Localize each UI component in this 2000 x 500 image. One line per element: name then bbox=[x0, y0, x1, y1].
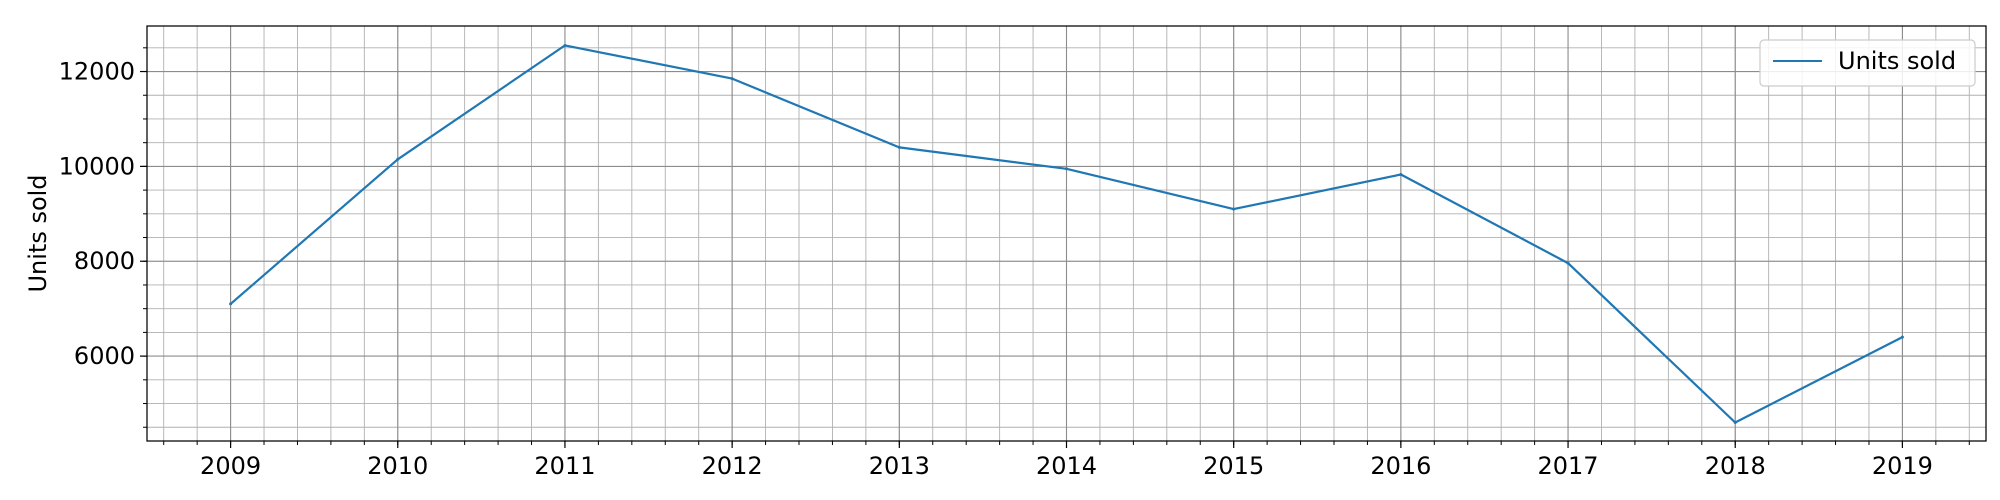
y-tick-label: 10000 bbox=[59, 152, 135, 180]
data-point bbox=[563, 43, 567, 47]
y-axis-title: Units sold bbox=[24, 174, 52, 292]
legend-label: Units sold bbox=[1838, 47, 1956, 75]
x-tick-label: 2013 bbox=[869, 452, 930, 480]
data-point bbox=[1566, 261, 1570, 265]
x-tick-label: 2018 bbox=[1705, 452, 1766, 480]
x-tick-label: 2010 bbox=[367, 452, 428, 480]
data-point bbox=[1065, 167, 1068, 171]
data-point bbox=[1232, 207, 1236, 211]
y-tick-label: 6000 bbox=[74, 342, 135, 370]
x-tick-label: 2017 bbox=[1538, 452, 1599, 480]
x-tick-label: 2015 bbox=[1203, 452, 1264, 480]
data-point bbox=[730, 77, 734, 81]
legend-box bbox=[1759, 39, 1976, 87]
x-tick-label: 2011 bbox=[534, 452, 595, 480]
data-point bbox=[1900, 335, 1904, 339]
data-point bbox=[396, 157, 400, 161]
y-tick-label: 12000 bbox=[59, 58, 135, 86]
x-tick-label: 2019 bbox=[1872, 452, 1933, 480]
x-tick-label: 2012 bbox=[702, 452, 763, 480]
y-axis: Units sold 6000 8000 10000 12000 bbox=[24, 47, 147, 428]
y-tick-label: 8000 bbox=[74, 247, 135, 275]
x-tick-label: 2016 bbox=[1370, 452, 1431, 480]
data-point bbox=[1733, 421, 1737, 425]
x-tick-label: 2014 bbox=[1036, 452, 1097, 480]
legend: Units sold bbox=[1759, 39, 1976, 87]
data-point bbox=[229, 302, 233, 306]
x-axis: 2009 2010 2011 2012 2013 2014 2015 2016 2017 2018… bbox=[163, 441, 1970, 480]
data-point bbox=[1399, 172, 1403, 176]
x-tick-label: 2009 bbox=[200, 452, 261, 480]
series-layer bbox=[229, 43, 1904, 425]
grid bbox=[147, 26, 1986, 441]
data-point bbox=[897, 145, 901, 149]
